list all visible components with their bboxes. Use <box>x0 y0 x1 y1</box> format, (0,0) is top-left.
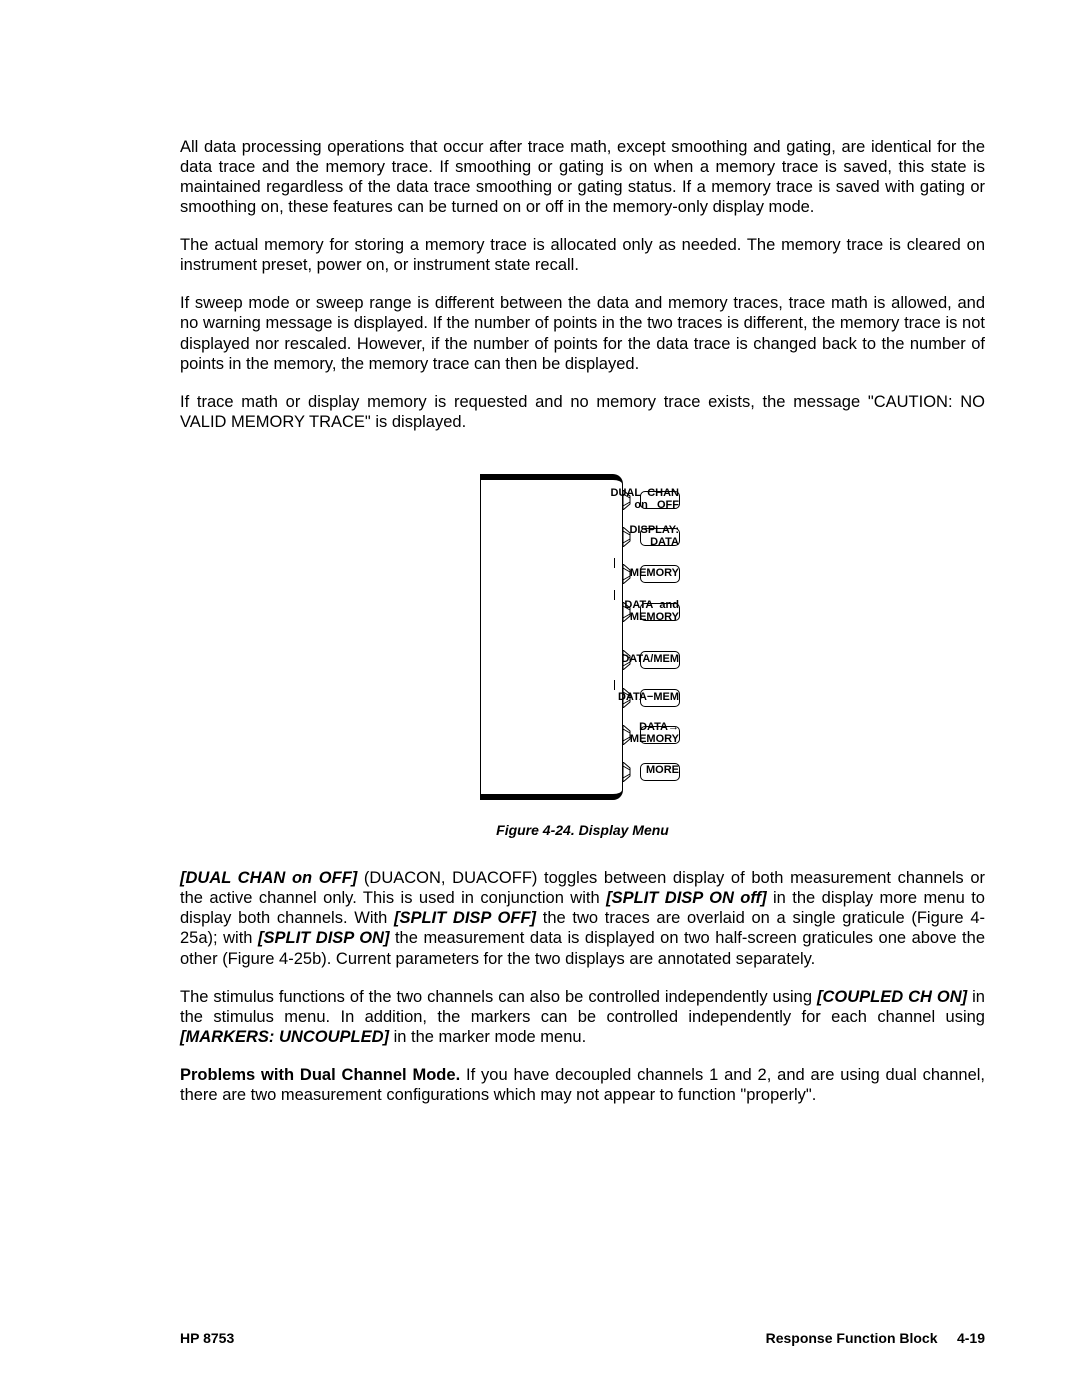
menu-divider-tick <box>614 680 615 690</box>
softkey-arrow-icon <box>622 527 634 547</box>
softkey-6[interactable] <box>630 725 680 745</box>
softkey-0[interactable] <box>630 490 680 510</box>
figure-display-menu: DUAL CHANon OFFDISPLAY:DATAMEMORYDATA an… <box>180 470 985 800</box>
softkey-ref-dual-chan: [DUAL CHAN on OFF] <box>180 869 357 887</box>
softkey-arrow-icon <box>622 602 634 622</box>
footer-section: Response Function Block 4-19 <box>766 1330 985 1346</box>
para-1: All data processing operations that occu… <box>180 137 985 218</box>
heading-problems: Problems with Dual Channel Mode. <box>180 1066 460 1084</box>
softkey-button[interactable] <box>640 651 680 669</box>
softkey-arrow-icon <box>622 650 634 670</box>
footer-section-title: Response Function Block <box>766 1330 938 1346</box>
softkey-button[interactable] <box>640 603 680 621</box>
softkey-arrow-icon <box>622 762 634 782</box>
softkey-1[interactable] <box>630 527 680 547</box>
para-4: If trace math or display memory is reque… <box>180 392 985 432</box>
para-7: Problems with Dual Channel Mode. If you … <box>180 1065 985 1105</box>
page-footer: HP 8753 Response Function Block 4-19 <box>180 1330 985 1346</box>
softkey-ref-markers-uncoupled: [MARKERS: UNCOUPLED] <box>180 1028 389 1046</box>
softkey-button[interactable] <box>640 565 680 583</box>
text: in the marker mode menu. <box>389 1028 586 1046</box>
softkey-ref-split-disp-on: [SPLIT DISP ON] <box>258 929 389 947</box>
text: The stimulus functions of the two channe… <box>180 988 817 1006</box>
softkey-2[interactable] <box>630 564 680 584</box>
softkey-ref-split-disp-on-off: [SPLIT DISP ON off] <box>606 889 766 907</box>
softkey-button[interactable] <box>640 689 680 707</box>
para-2: The actual memory for storing a memory t… <box>180 235 985 275</box>
softkey-button[interactable] <box>640 763 680 781</box>
softkey-arrow-icon <box>622 688 634 708</box>
softkey-arrow-icon <box>622 490 634 510</box>
para-6: The stimulus functions of the two channe… <box>180 987 985 1047</box>
footer-model: HP 8753 <box>180 1330 234 1346</box>
softkey-3[interactable] <box>630 602 680 622</box>
softkey-ref-split-disp-off: [SPLIT DISP OFF] <box>394 909 536 927</box>
softkey-button[interactable] <box>640 528 680 546</box>
softkey-arrow-icon <box>622 725 634 745</box>
menu-divider-tick <box>614 590 615 600</box>
para-5: [DUAL CHAN on OFF] (DUACON, DUACOFF) tog… <box>180 868 985 969</box>
softkey-5[interactable] <box>630 688 680 708</box>
softkey-7[interactable] <box>630 762 680 782</box>
menu-panel-frame <box>480 474 623 800</box>
softkey-ref-coupled-ch-on: [COUPLED CH ON] <box>817 988 967 1006</box>
footer-page-number: 4-19 <box>957 1330 985 1346</box>
softkey-button[interactable] <box>640 491 680 509</box>
softkey-arrow-icon <box>622 564 634 584</box>
softkey-button[interactable] <box>640 726 680 744</box>
menu-divider-tick <box>614 558 615 568</box>
figure-caption: Figure 4-24. Display Menu <box>180 822 985 838</box>
para-3: If sweep mode or sweep range is differen… <box>180 293 985 374</box>
softkey-4[interactable] <box>630 650 680 670</box>
